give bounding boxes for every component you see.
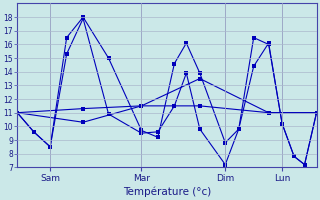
- X-axis label: Température (°c): Température (°c): [123, 186, 211, 197]
